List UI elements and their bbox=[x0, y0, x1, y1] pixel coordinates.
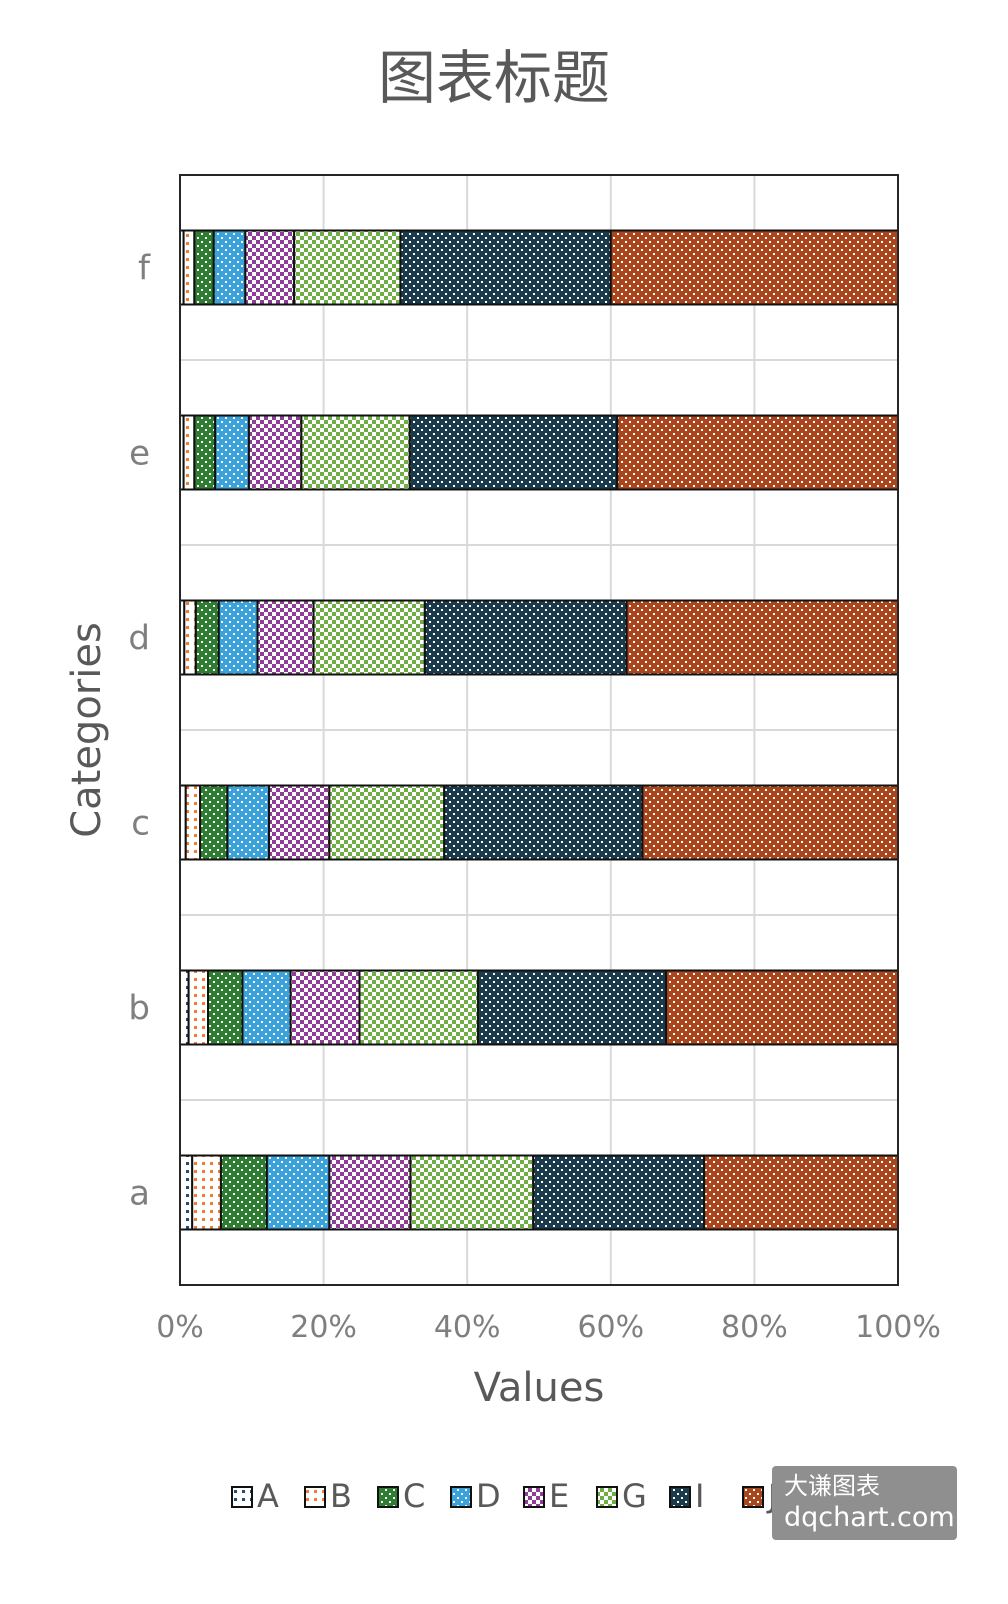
bar-f-I bbox=[399, 229, 612, 306]
bar-f-D bbox=[212, 229, 247, 306]
legend-swatch-D bbox=[450, 1486, 472, 1508]
watermark-badge: 大谦图表 dqchart.com bbox=[772, 1466, 957, 1540]
bars bbox=[179, 229, 900, 1231]
bar-a-I bbox=[532, 1154, 706, 1231]
bar-a-J bbox=[703, 1154, 900, 1231]
x-tick-label: 80% bbox=[721, 1310, 788, 1345]
bar-d-D bbox=[217, 599, 259, 676]
bar-e-G bbox=[300, 414, 411, 491]
bar-d-J bbox=[625, 599, 899, 676]
bar-c-I bbox=[443, 784, 644, 861]
legend-label-E: E bbox=[549, 1477, 569, 1515]
legend: ABCDEGIJ bbox=[231, 1477, 777, 1515]
plot-area-frame bbox=[179, 174, 899, 1286]
bar-e-J bbox=[616, 414, 900, 491]
bar-b-E bbox=[289, 969, 361, 1046]
gridlines bbox=[179, 175, 899, 1285]
bar-e-E bbox=[247, 414, 303, 491]
bar-e-B bbox=[182, 414, 196, 491]
legend-label-A: A bbox=[257, 1477, 279, 1515]
legend-label-D: D bbox=[476, 1477, 501, 1515]
bar-b-I bbox=[476, 969, 668, 1046]
chart-title: 图表标题 bbox=[378, 44, 610, 112]
y-tick-label: d bbox=[128, 619, 150, 659]
bar-e-I bbox=[408, 414, 619, 491]
bar-a-B bbox=[191, 1154, 222, 1231]
legend-swatch-J bbox=[742, 1486, 764, 1508]
bar-f-C bbox=[193, 229, 215, 306]
bar-d-I bbox=[423, 599, 628, 676]
bar-e-C bbox=[193, 414, 217, 491]
bar-c-G bbox=[328, 784, 446, 861]
legend-label-C: C bbox=[403, 1477, 425, 1515]
bar-b-B bbox=[187, 969, 210, 1046]
bar-f-B bbox=[182, 229, 196, 306]
legend-label-J: J bbox=[766, 1477, 777, 1515]
bar-f-E bbox=[244, 229, 296, 306]
bar-b-G bbox=[358, 969, 479, 1046]
x-tick-label: 60% bbox=[577, 1310, 644, 1345]
bar-d-B bbox=[183, 599, 197, 676]
x-tick-label: 20% bbox=[290, 1310, 357, 1345]
y-tick-label: a bbox=[129, 1174, 150, 1214]
bar-c-J bbox=[641, 784, 900, 861]
bar-d-G bbox=[312, 599, 426, 676]
bar-b-D bbox=[241, 969, 292, 1046]
bar-c-E bbox=[268, 784, 331, 861]
x-tick-label: 40% bbox=[434, 1310, 501, 1345]
y-tick-label: e bbox=[129, 434, 150, 474]
bar-d-E bbox=[256, 599, 315, 676]
bar-f-G bbox=[293, 229, 402, 306]
legend-swatch-E bbox=[523, 1486, 545, 1508]
bar-e-D bbox=[214, 414, 250, 491]
x-tick-label: 100% bbox=[855, 1310, 941, 1345]
bar-a-A bbox=[179, 1154, 194, 1231]
x-axis-title: Values bbox=[474, 1365, 605, 1411]
bar-b-J bbox=[665, 969, 899, 1046]
legend-swatch-G bbox=[596, 1486, 618, 1508]
legend-label-G: G bbox=[622, 1477, 647, 1515]
watermark-line1: 大谦图表 bbox=[784, 1472, 880, 1500]
y-tick-labels: a b c d e f bbox=[128, 249, 151, 1214]
bar-a-C bbox=[219, 1154, 268, 1231]
bar-a-E bbox=[328, 1154, 412, 1231]
bar-b-C bbox=[207, 969, 244, 1046]
y-tick-label: f bbox=[138, 249, 151, 289]
legend-swatch-I bbox=[669, 1486, 691, 1508]
legend-label-I: I bbox=[695, 1477, 704, 1515]
legend-label-B: B bbox=[330, 1477, 352, 1515]
x-tick-label: 0% bbox=[156, 1310, 204, 1345]
bar-f-J bbox=[609, 229, 899, 306]
bar-a-G bbox=[409, 1154, 535, 1231]
x-tick-labels: 0% 20% 40% 60% 80% 100% bbox=[156, 1310, 941, 1345]
y-tick-label: b bbox=[128, 989, 150, 1029]
bar-d-C bbox=[194, 599, 220, 676]
legend-swatch-B bbox=[304, 1486, 326, 1508]
y-axis-title: Categories bbox=[64, 622, 110, 838]
bar-c-C bbox=[199, 784, 229, 861]
bar-c-D bbox=[226, 784, 271, 861]
bar-b-A bbox=[179, 969, 190, 1046]
watermark-line2: dqchart.com bbox=[784, 1502, 955, 1533]
legend-swatch-C bbox=[377, 1486, 399, 1508]
bar-c-B bbox=[184, 784, 202, 861]
bar-a-D bbox=[265, 1154, 331, 1231]
legend-swatch-A bbox=[231, 1486, 253, 1508]
y-tick-label: c bbox=[131, 804, 150, 844]
